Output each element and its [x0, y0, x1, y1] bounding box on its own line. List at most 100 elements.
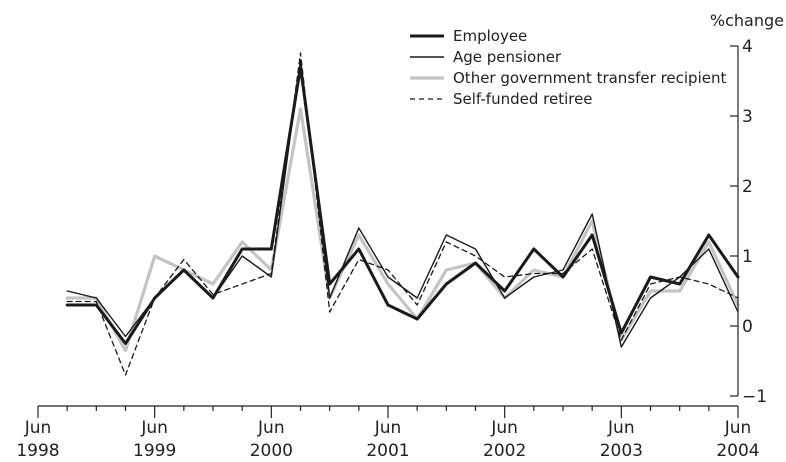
data-point [416, 318, 418, 320]
y-tick-label: −1 [742, 387, 767, 407]
data-point [649, 283, 651, 285]
data-point [562, 269, 564, 271]
data-point [95, 300, 97, 302]
data-point [445, 241, 447, 243]
y-tick-label: 1 [742, 247, 753, 267]
data-point [445, 234, 447, 236]
x-tick-label-year: 2003 [600, 441, 643, 461]
y-tick-label: 4 [742, 37, 753, 57]
data-point [591, 234, 593, 236]
data-point [241, 283, 243, 285]
data-point [358, 234, 360, 236]
data-point [474, 255, 476, 257]
data-point [358, 227, 360, 229]
plot-area [65, 52, 740, 376]
data-point [66, 300, 68, 302]
data-point [241, 255, 243, 257]
data-point [328, 297, 330, 299]
data-point [591, 248, 593, 250]
data-point [241, 241, 243, 243]
data-point [270, 276, 272, 278]
data-point [474, 248, 476, 250]
data-point [124, 349, 126, 351]
y-tick-label: 3 [742, 107, 753, 127]
data-point [241, 248, 243, 250]
legend-label: Other government transfer recipient [453, 69, 726, 87]
data-point [533, 276, 535, 278]
data-point [416, 304, 418, 306]
legend-label: Age pensioner [453, 48, 562, 66]
data-point [299, 108, 301, 110]
data-point [328, 311, 330, 313]
data-point [387, 283, 389, 285]
data-point [124, 342, 126, 344]
y-tick-label: 2 [742, 177, 753, 197]
data-point [358, 258, 360, 260]
data-point [183, 258, 185, 260]
data-point [503, 297, 505, 299]
data-point [387, 269, 389, 271]
data-point [562, 276, 564, 278]
data-point [299, 59, 301, 61]
x-tick-label-month: Jun [140, 418, 168, 438]
data-point [270, 248, 272, 250]
data-point [649, 290, 651, 292]
data-point [212, 297, 214, 299]
data-point [503, 276, 505, 278]
data-point [649, 276, 651, 278]
data-point [678, 283, 680, 285]
data-point [66, 290, 68, 292]
data-point [533, 248, 535, 250]
series-line-employee [65, 65, 740, 345]
x-tick-label-year: 1998 [16, 441, 59, 461]
data-point [387, 276, 389, 278]
data-point [124, 374, 126, 376]
data-point [95, 297, 97, 299]
data-point [649, 297, 651, 299]
data-point [153, 297, 155, 299]
legend-label: Self-funded retiree [453, 90, 593, 108]
data-point [678, 276, 680, 278]
x-tick-label-month: Jun [724, 418, 752, 438]
data-point [708, 234, 710, 236]
x-tick-label-month: Jun [374, 418, 402, 438]
x-tick-label-month: Jun [257, 418, 285, 438]
series-line-self-funded-retiree [66, 52, 739, 376]
x-tick-label-year: 1999 [133, 441, 176, 461]
data-point [708, 248, 710, 250]
x-tick-label-year: 2004 [716, 441, 759, 461]
data-point [503, 290, 505, 292]
data-point [678, 290, 680, 292]
y-axis-unit-label: %change [710, 11, 784, 30]
series-line-other-government-transfer-recipient [65, 107, 740, 353]
data-point [416, 297, 418, 299]
data-point [299, 66, 301, 68]
data-point [212, 283, 214, 285]
x-tick-label-month: Jun [490, 418, 518, 438]
data-point [591, 213, 593, 215]
legend-label: Employee [453, 27, 527, 45]
x-tick-label-year: 2001 [366, 441, 409, 461]
data-point [620, 346, 622, 348]
data-point [445, 269, 447, 271]
chart-legend: Employee Age pensioner Other government tr… [410, 27, 726, 108]
data-point [66, 297, 68, 299]
x-tick-label-year: 2002 [483, 441, 526, 461]
data-point [66, 304, 68, 306]
data-point [708, 283, 710, 285]
x-tick-label-year: 2000 [250, 441, 293, 461]
data-point [708, 241, 710, 243]
data-point [299, 52, 301, 54]
data-point [533, 269, 535, 271]
y-axis: 4 3 2 1 0 −1 [730, 37, 767, 407]
data-point [358, 248, 360, 250]
x-tick-label-month: Jun [607, 418, 635, 438]
x-tick-label-month: Jun [24, 418, 52, 438]
data-point [95, 304, 97, 306]
y-tick-label: 0 [742, 317, 753, 337]
data-point [387, 304, 389, 306]
x-axis: Jun 1998 Jun 1999 Jun 2000 Jun 2001 Jun 2002 Jun 20… [16, 405, 760, 461]
data-point [328, 283, 330, 285]
data-point [153, 255, 155, 257]
